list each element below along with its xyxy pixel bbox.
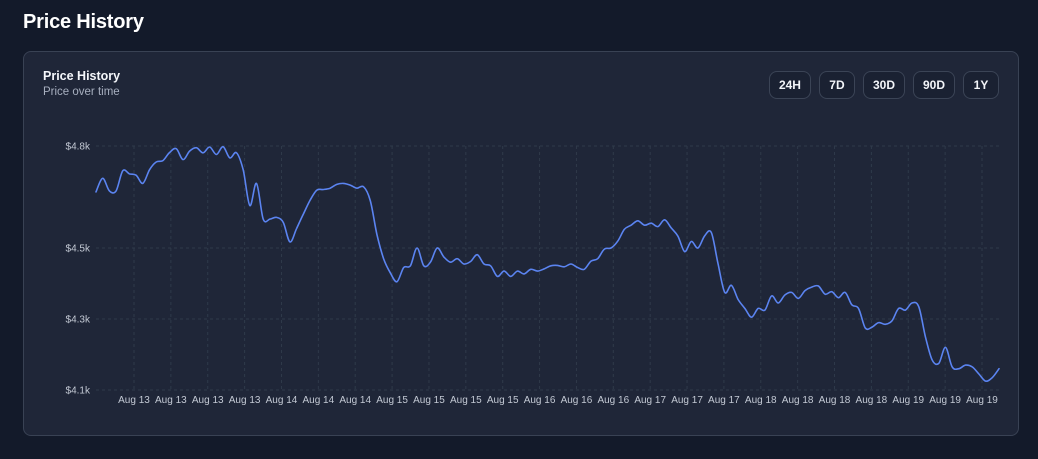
x-tick-label: Aug 13	[118, 395, 150, 406]
x-tick-label: Aug 15	[450, 395, 482, 406]
price-history-card: Price History Price over time 24H 7D 30D…	[23, 51, 1019, 436]
price-series-line	[95, 145, 1000, 382]
card-subtitle: Price over time	[43, 86, 120, 98]
x-tick-label: Aug 13	[192, 395, 224, 406]
x-tick-label: Aug 17	[634, 395, 666, 406]
x-tick-label: Aug 18	[745, 395, 777, 406]
x-tick-label: Aug 15	[487, 395, 519, 406]
y-tick-label: $4.5k	[66, 244, 91, 255]
range-button-90d[interactable]: 90D	[912, 71, 955, 99]
y-axis-ticks: $4.1k $4.3k $4.5k $4.8k	[66, 142, 91, 397]
range-button-1y[interactable]: 1Y	[963, 71, 999, 99]
x-tick-label: Aug 14	[339, 395, 371, 406]
price-line-chart: $4.1k$4.3k$4.5k$4.8k Aug 13 Aug 13 Aug 13 A…	[66, 142, 1000, 406]
x-tick-label: Aug 15	[413, 395, 445, 406]
time-range-selector: 24H 7D 30D 90D 1Y	[768, 71, 999, 99]
x-tick-label: Aug 18	[782, 395, 814, 406]
range-button-7d[interactable]: 7D	[818, 71, 855, 99]
card-title: Price History	[43, 69, 121, 83]
x-tick-label: Aug 19	[929, 395, 961, 406]
y-tick-label: $4.8k	[66, 142, 91, 153]
y-tick-label: $4.1k	[66, 386, 91, 397]
x-tick-label: Aug 18	[819, 395, 851, 406]
x-tick-label: Aug 14	[302, 395, 334, 406]
x-tick-label: Aug 18	[856, 395, 888, 406]
x-tick-label: Aug 13	[229, 395, 261, 406]
x-tick-label: Aug 16	[524, 395, 556, 406]
x-tick-label: Aug 15	[376, 395, 408, 406]
y-tick-label: $4.3k	[66, 315, 91, 326]
page-title: Price History	[23, 11, 144, 33]
x-tick-label: Aug 19	[892, 395, 924, 406]
x-tick-label: Aug 16	[597, 395, 629, 406]
x-tick-label: Aug 17	[671, 395, 703, 406]
x-axis-ticks: Aug 13 Aug 13 Aug 13 Aug 13 Aug 14 Aug 14 Aug …	[118, 395, 998, 406]
chart-grid	[96, 145, 999, 391]
x-tick-label: Aug 19	[966, 395, 998, 406]
x-tick-label: Aug 14	[266, 395, 298, 406]
x-tick-label: Aug 13	[155, 395, 187, 406]
x-tick-label: Aug 17	[708, 395, 740, 406]
x-tick-label: Aug 16	[561, 395, 593, 406]
range-button-24h[interactable]: 24H	[768, 71, 811, 99]
range-button-30d[interactable]: 30D	[862, 71, 905, 99]
